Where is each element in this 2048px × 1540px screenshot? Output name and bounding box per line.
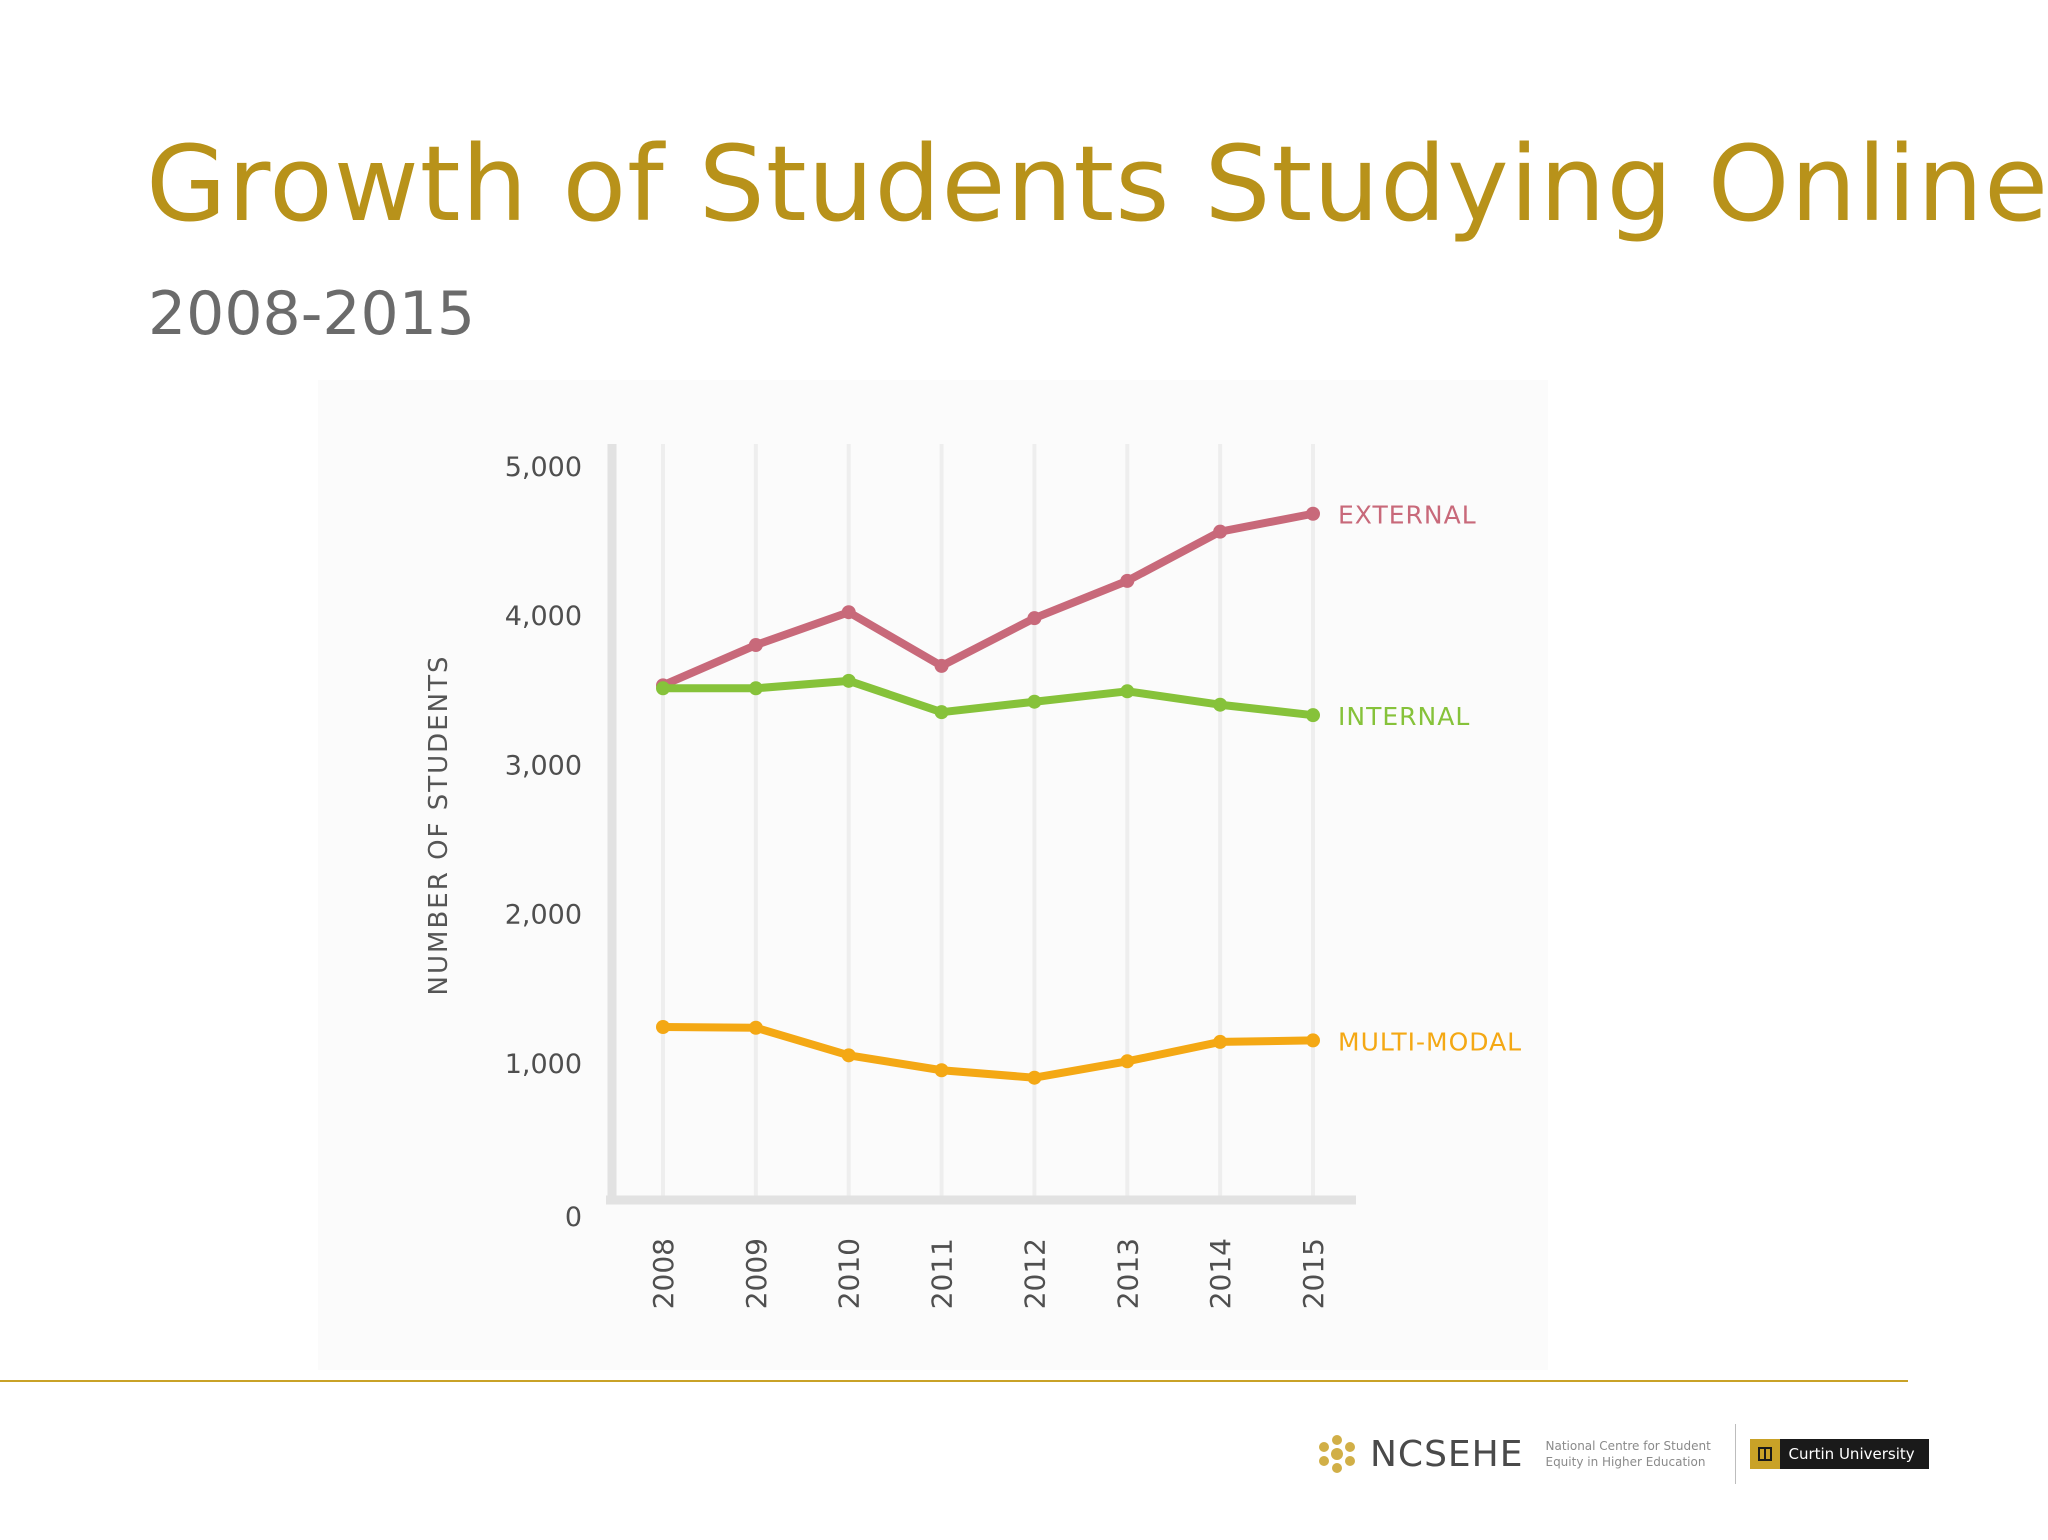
slide-subtitle: 2008-2015 bbox=[148, 279, 476, 349]
data-point-external bbox=[1213, 524, 1228, 539]
y-tick-label: 0 bbox=[565, 1202, 582, 1233]
slide-title: Growth of Students Studying Online bbox=[146, 123, 2048, 245]
series-line-internal bbox=[659, 676, 1317, 720]
data-point-external bbox=[841, 605, 856, 620]
data-point-external bbox=[934, 658, 949, 673]
org-tagline-line-2: Equity in Higher Education bbox=[1545, 1455, 1706, 1469]
x-tick-label: 2012 bbox=[1018, 1238, 1051, 1309]
chart-axes bbox=[606, 444, 1356, 1205]
y-tick-label: 2,000 bbox=[505, 900, 582, 931]
org-tagline-line-1: National Centre for Student bbox=[1545, 1439, 1711, 1453]
data-point-external bbox=[1306, 506, 1320, 521]
data-point-multi-modal bbox=[656, 1019, 670, 1034]
x-tick-label: 2008 bbox=[647, 1238, 680, 1309]
series-line-multi-modal bbox=[659, 1022, 1317, 1082]
data-point-external bbox=[1027, 611, 1042, 626]
data-point-internal bbox=[1306, 708, 1320, 723]
y-tick-label: 4,000 bbox=[505, 601, 582, 632]
series-label-external: EXTERNAL bbox=[1338, 501, 1477, 530]
series-label-multi-modal: MULTI-MODAL bbox=[1338, 1027, 1522, 1056]
y-axis-label: NUMBER OF STUDENTS bbox=[424, 655, 454, 996]
x-tick-label: 2013 bbox=[1111, 1238, 1144, 1309]
data-point-external bbox=[1120, 573, 1135, 588]
data-point-internal bbox=[1213, 697, 1228, 712]
data-point-multi-modal bbox=[1120, 1054, 1135, 1069]
y-tick-label: 5,000 bbox=[505, 452, 582, 483]
data-point-internal bbox=[656, 681, 670, 696]
data-point-multi-modal bbox=[1213, 1034, 1228, 1049]
data-point-multi-modal bbox=[748, 1020, 763, 1035]
university-name: Curtin University bbox=[1788, 1445, 1915, 1463]
data-point-multi-modal bbox=[1027, 1070, 1042, 1085]
series-line-external bbox=[659, 509, 1317, 690]
org-tagline: National Centre for Student Equity in Hi… bbox=[1545, 1438, 1725, 1470]
data-point-multi-modal bbox=[1306, 1033, 1320, 1048]
university-badge: Curtin University bbox=[1750, 1439, 1929, 1469]
data-point-multi-modal bbox=[841, 1048, 856, 1063]
data-point-multi-modal bbox=[934, 1063, 949, 1078]
data-point-internal bbox=[748, 681, 763, 696]
footer-logos: NCSEHE National Centre for Student Equit… bbox=[1314, 1424, 1929, 1484]
org-name: NCSEHE bbox=[1370, 1433, 1524, 1475]
chart-background bbox=[318, 380, 1548, 1370]
footer-divider bbox=[1735, 1424, 1737, 1484]
data-point-internal bbox=[1027, 694, 1042, 709]
y-tick-label: 3,000 bbox=[505, 750, 582, 781]
ncsehe-logo-icon bbox=[1319, 1435, 1355, 1473]
y-axis-ticks: 0 1,000 2,000 3,000 4,000 5,000 bbox=[505, 452, 582, 1233]
series-label-internal: INTERNAL bbox=[1338, 702, 1470, 731]
x-tick-label: 2009 bbox=[740, 1238, 773, 1309]
curtin-crest-icon bbox=[1750, 1439, 1781, 1469]
data-point-internal bbox=[1120, 684, 1135, 699]
chart-series: EXTERNAL INTERNAL MULTI-MODAL bbox=[656, 501, 1522, 1085]
footer-rule bbox=[0, 1380, 1908, 1382]
x-tick-label: 2010 bbox=[833, 1238, 866, 1309]
x-tick-label: 2014 bbox=[1204, 1238, 1237, 1309]
x-tick-label: 2011 bbox=[926, 1238, 959, 1309]
x-tick-label: 2015 bbox=[1297, 1238, 1330, 1309]
y-tick-label: 1,000 bbox=[505, 1049, 582, 1080]
x-axis-ticks: 2008 2009 2010 2011 2012 2013 2014 2015 bbox=[647, 1238, 1330, 1309]
data-point-internal bbox=[841, 673, 856, 688]
data-point-external bbox=[748, 638, 763, 653]
data-point-internal bbox=[934, 705, 949, 720]
